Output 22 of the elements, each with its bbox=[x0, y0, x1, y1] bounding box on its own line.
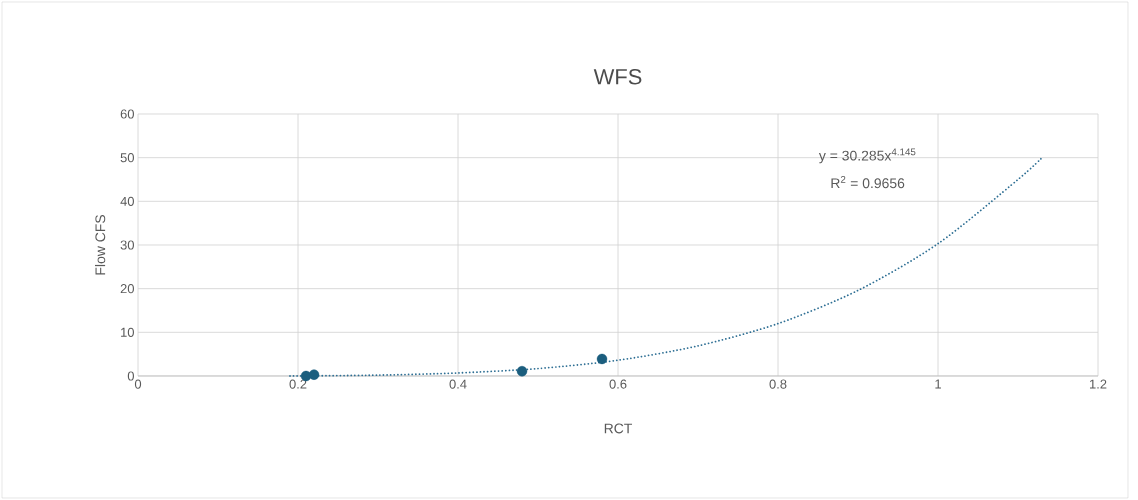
y-tick-label: 30 bbox=[120, 240, 134, 250]
y-tick-label: 60 bbox=[120, 109, 134, 119]
x-tick-label: 1.2 bbox=[1089, 379, 1107, 389]
x-axis-title: RCT bbox=[604, 423, 633, 434]
y-tick-label: 0 bbox=[127, 371, 134, 381]
x-tick-label: 0.2 bbox=[289, 379, 307, 389]
point bbox=[516, 366, 528, 377]
point bbox=[308, 369, 320, 380]
y-axis-title: Flow CFS bbox=[95, 215, 106, 275]
x-tick-label: 0.6 bbox=[609, 379, 627, 389]
y-tick-label: 40 bbox=[120, 196, 134, 206]
y-tick-label: 20 bbox=[120, 284, 134, 294]
y-tick-label: 50 bbox=[120, 153, 134, 163]
y-tick-label: 10 bbox=[121, 327, 134, 337]
x-tick-label: 0.4 bbox=[449, 379, 467, 389]
x-tick-label: 0 bbox=[134, 379, 142, 389]
annotation: R$^{2}$ = 0.9656 bbox=[831, 176, 905, 189]
x-tick-label: 1 bbox=[935, 379, 941, 389]
chart-title: WFS bbox=[593, 68, 642, 85]
x-tick-label: 0.8 bbox=[769, 379, 787, 389]
point bbox=[596, 353, 608, 365]
annotation: y = 30.285x$^{4.145}$ bbox=[818, 148, 916, 164]
